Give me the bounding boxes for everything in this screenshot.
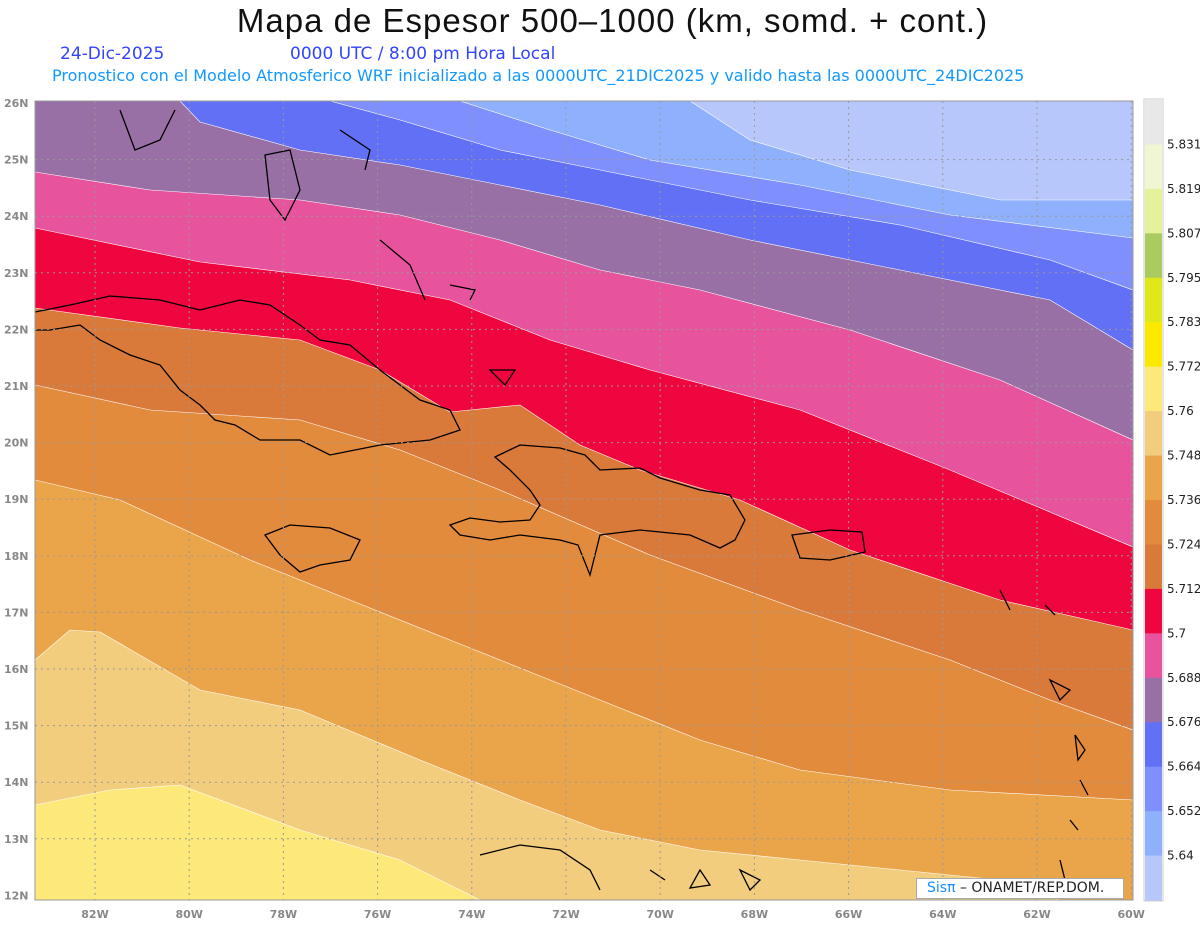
colorbar-label: 5.676 (1167, 715, 1200, 729)
colorbar-swatch (1145, 144, 1162, 190)
lon-label: 72W (552, 908, 579, 921)
colorbar-label: 5.688 (1167, 671, 1200, 685)
colorbar-swatch (1145, 322, 1162, 368)
sispi-logo: Sisπ (927, 880, 956, 896)
colorbar-swatch (1145, 633, 1162, 679)
colorbar-swatch (1145, 366, 1162, 412)
lat-label: 25N (4, 154, 29, 167)
credit-text: – ONAMET/REP.DOM. (955, 880, 1105, 896)
colorbar-swatch (1145, 811, 1162, 857)
lat-label: 14N (4, 776, 29, 789)
colorbar-label: 5.7 (1167, 626, 1186, 640)
longitude-labels: 82W 80W 78W 76W 74W 72W 70W 68W 66W 64W 62W 60W (81, 908, 1145, 921)
latitude-labels: 26N 25N 24N 23N 22N 21N 20N 19N 18N 17N 16N 15N 14N 1… (4, 97, 29, 902)
forecast-time: 0000 UTC / 8:00 pm Hora Local (290, 44, 556, 64)
colorbar-swatch (1145, 188, 1162, 234)
cuba-coastline (35, 295, 461, 456)
thickness-shading (35, 101, 1133, 900)
lon-label: 64W (929, 908, 956, 921)
lat-label: 22N (4, 323, 29, 336)
colorbar-swatch (1145, 100, 1162, 145)
lon-label: 66W (835, 908, 862, 921)
colorbar-label: 5.831 (1167, 137, 1200, 151)
lat-label: 15N (4, 720, 29, 733)
lon-label: 82W (81, 908, 108, 921)
colorbar-swatch (1145, 677, 1162, 723)
model-subtitle: Pronostico con el Modelo Atmosferico WRF… (52, 66, 1025, 85)
colorbar-swatch (1145, 855, 1162, 901)
colorbar-label: 5.807 (1167, 226, 1200, 240)
colorbar-label: 5.76 (1167, 404, 1194, 418)
colorbar-label: 5.64 (1167, 849, 1194, 863)
hispaniola-coastline (448, 444, 746, 578)
bahamas-coastline (119, 109, 517, 387)
colorbar-label: 5.795 (1167, 271, 1200, 285)
lat-label: 18N (4, 550, 29, 563)
colorbar-swatch (1145, 277, 1162, 323)
lon-label: 78W (270, 908, 297, 921)
lat-label: 17N (4, 606, 29, 619)
lon-label: 70W (646, 908, 673, 921)
lat-label: 21N (4, 380, 29, 393)
colorbar-frame (1143, 98, 1164, 902)
lat-label: 16N (4, 663, 29, 676)
forecast-date: 24-Dic-2025 (60, 44, 165, 64)
jamaica-coastline (263, 524, 361, 573)
lon-label: 62W (1023, 908, 1050, 921)
colorbar-swatch (1145, 588, 1162, 634)
colorbar-label: 5.783 (1167, 315, 1200, 329)
colorbar-swatch (1145, 544, 1162, 590)
lon-label: 76W (364, 908, 391, 921)
map-frame (34, 100, 1134, 901)
south-america-coastline (479, 844, 762, 892)
colorbar-swatch (1145, 500, 1162, 545)
lat-label: 23N (4, 267, 29, 280)
coastlines (35, 109, 1089, 892)
colorbar-label: 5.724 (1167, 537, 1200, 551)
lat-label: 12N (4, 889, 29, 902)
puerto-rico-coastline (791, 529, 866, 561)
lat-label: 13N (4, 833, 29, 846)
colorbar-label: 5.652 (1167, 804, 1200, 818)
lat-label: 24N (4, 210, 29, 223)
colorbar-label: 5.712 (1167, 582, 1200, 596)
map-title: Mapa de Espesor 500–1000 (km, somd. + co… (236, 2, 989, 39)
lon-label: 60W (1117, 908, 1144, 921)
colorbar-label: 5.664 (1167, 760, 1200, 774)
colorbar-label: 5.748 (1167, 449, 1200, 463)
lat-label: 19N (4, 493, 29, 506)
lesser-antilles-coastline (999, 589, 1089, 881)
colorbar-swatch (1145, 411, 1162, 457)
credit-box: Sisπ – ONAMET/REP.DOM. (916, 878, 1124, 899)
colorbar-label: 5.819 (1167, 182, 1200, 196)
lat-label: 26N (4, 97, 29, 110)
lon-label: 68W (741, 908, 768, 921)
lon-label: 74W (458, 908, 485, 921)
colorbar-label: 5.736 (1167, 493, 1200, 507)
lat-label: 20N (4, 437, 29, 450)
colorbar-swatch (1145, 233, 1162, 279)
graticule (35, 101, 1133, 900)
lon-label: 80W (175, 908, 202, 921)
colorbar-swatch (1145, 722, 1162, 768)
band-top (689, 101, 1133, 201)
colorbar: 5.831 5.819 5.807 5.795 5.783 5.772 5.76 5.748 5… (1143, 98, 1200, 902)
colorbar-label: 5.772 (1167, 360, 1200, 374)
colorbar-swatch (1145, 766, 1162, 812)
colorbar-swatch (1145, 455, 1162, 501)
